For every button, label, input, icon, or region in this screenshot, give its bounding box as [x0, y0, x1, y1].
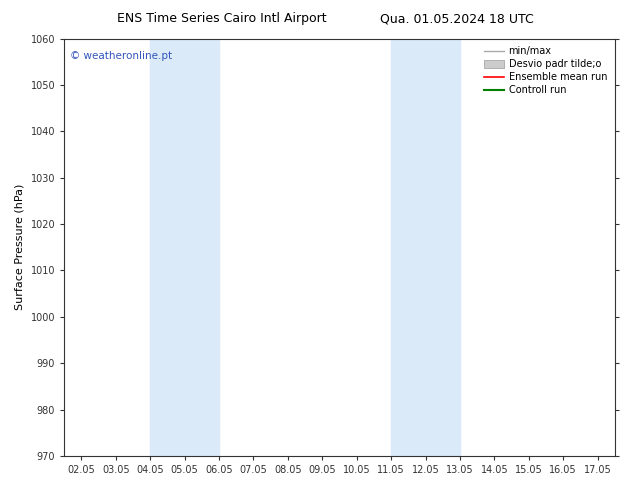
Text: © weatheronline.pt: © weatheronline.pt	[70, 51, 172, 61]
Bar	[150, 39, 219, 456]
Legend: min/max, Desvio padr tilde;o, Ensemble mean run, Controll run: min/max, Desvio padr tilde;o, Ensemble m…	[481, 44, 610, 98]
Y-axis label: Surface Pressure (hPa): Surface Pressure (hPa)	[15, 184, 25, 311]
Bar	[391, 39, 460, 456]
Text: Qua. 01.05.2024 18 UTC: Qua. 01.05.2024 18 UTC	[380, 12, 533, 25]
Text: ENS Time Series Cairo Intl Airport: ENS Time Series Cairo Intl Airport	[117, 12, 327, 25]
